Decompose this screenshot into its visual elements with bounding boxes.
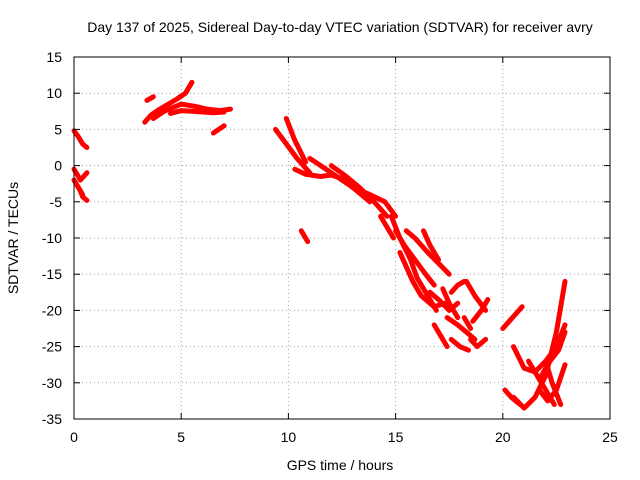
- trace-s4: [77, 188, 90, 203]
- trace-s15: [298, 228, 311, 245]
- x-tick-label: 25: [602, 429, 618, 445]
- chart-title: Day 137 of 2025, Sidereal Day-to-day VTE…: [87, 19, 593, 35]
- x-tick-label: 10: [281, 429, 297, 445]
- trace-s16: [378, 213, 396, 241]
- trace-s1: [71, 128, 90, 150]
- y-tick-label: -10: [42, 230, 62, 246]
- y-tick-label: 0: [54, 158, 62, 174]
- y-tick-label: -15: [42, 266, 62, 282]
- trace-s30: [470, 297, 491, 324]
- trace-s26: [444, 315, 478, 342]
- trace-s13: [307, 155, 399, 219]
- x-axis-label: GPS time / hours: [287, 457, 394, 473]
- grid-lines: [74, 57, 610, 419]
- trace-s14: [328, 163, 390, 219]
- trace-s9: [210, 123, 227, 136]
- y-tick-label: -35: [42, 411, 62, 427]
- trace-s29: [461, 315, 474, 331]
- trace-s24: [440, 286, 461, 321]
- x-tick-label: 0: [70, 429, 78, 445]
- trace-s19: [397, 250, 448, 310]
- trace-s8: [168, 108, 227, 116]
- data-traces: [71, 79, 568, 411]
- y-tick-label: -25: [42, 339, 62, 355]
- y-tick-label: -20: [42, 302, 62, 318]
- y-tick-label: 15: [46, 49, 62, 65]
- y-tick-label: -5: [50, 194, 63, 210]
- trace-s10: [273, 126, 313, 176]
- trace-s39: [543, 358, 564, 407]
- y-axis-label: SDTVAR / TECUs: [5, 182, 21, 294]
- trace-s21: [421, 228, 441, 263]
- trace-s34: [511, 278, 568, 411]
- trace-s37: [536, 362, 568, 404]
- trace-s31: [468, 336, 489, 350]
- trace-s32: [500, 304, 525, 331]
- y-tick-label: 5: [54, 121, 62, 137]
- y-tick-label: 10: [46, 85, 62, 101]
- trace-s18: [393, 228, 437, 288]
- axis-ticks: 0 5 10 15 20 25 15 10 5 0 -5 -10 -15 -20 -25 -30 -35: [42, 49, 618, 445]
- trace-s25: [448, 278, 467, 295]
- x-tick-label: 5: [177, 429, 185, 445]
- y-tick-label: -30: [42, 375, 62, 391]
- trace-s6: [144, 94, 156, 103]
- trace-s35: [511, 322, 568, 375]
- trace-s20: [403, 228, 452, 277]
- trace-s27: [448, 336, 471, 353]
- trace-s5: [142, 79, 195, 125]
- trace-s23: [431, 322, 450, 350]
- x-tick-label: 20: [495, 429, 511, 445]
- x-tick-label: 15: [388, 429, 404, 445]
- trace-s2: [71, 166, 90, 183]
- trace-s11: [283, 116, 309, 165]
